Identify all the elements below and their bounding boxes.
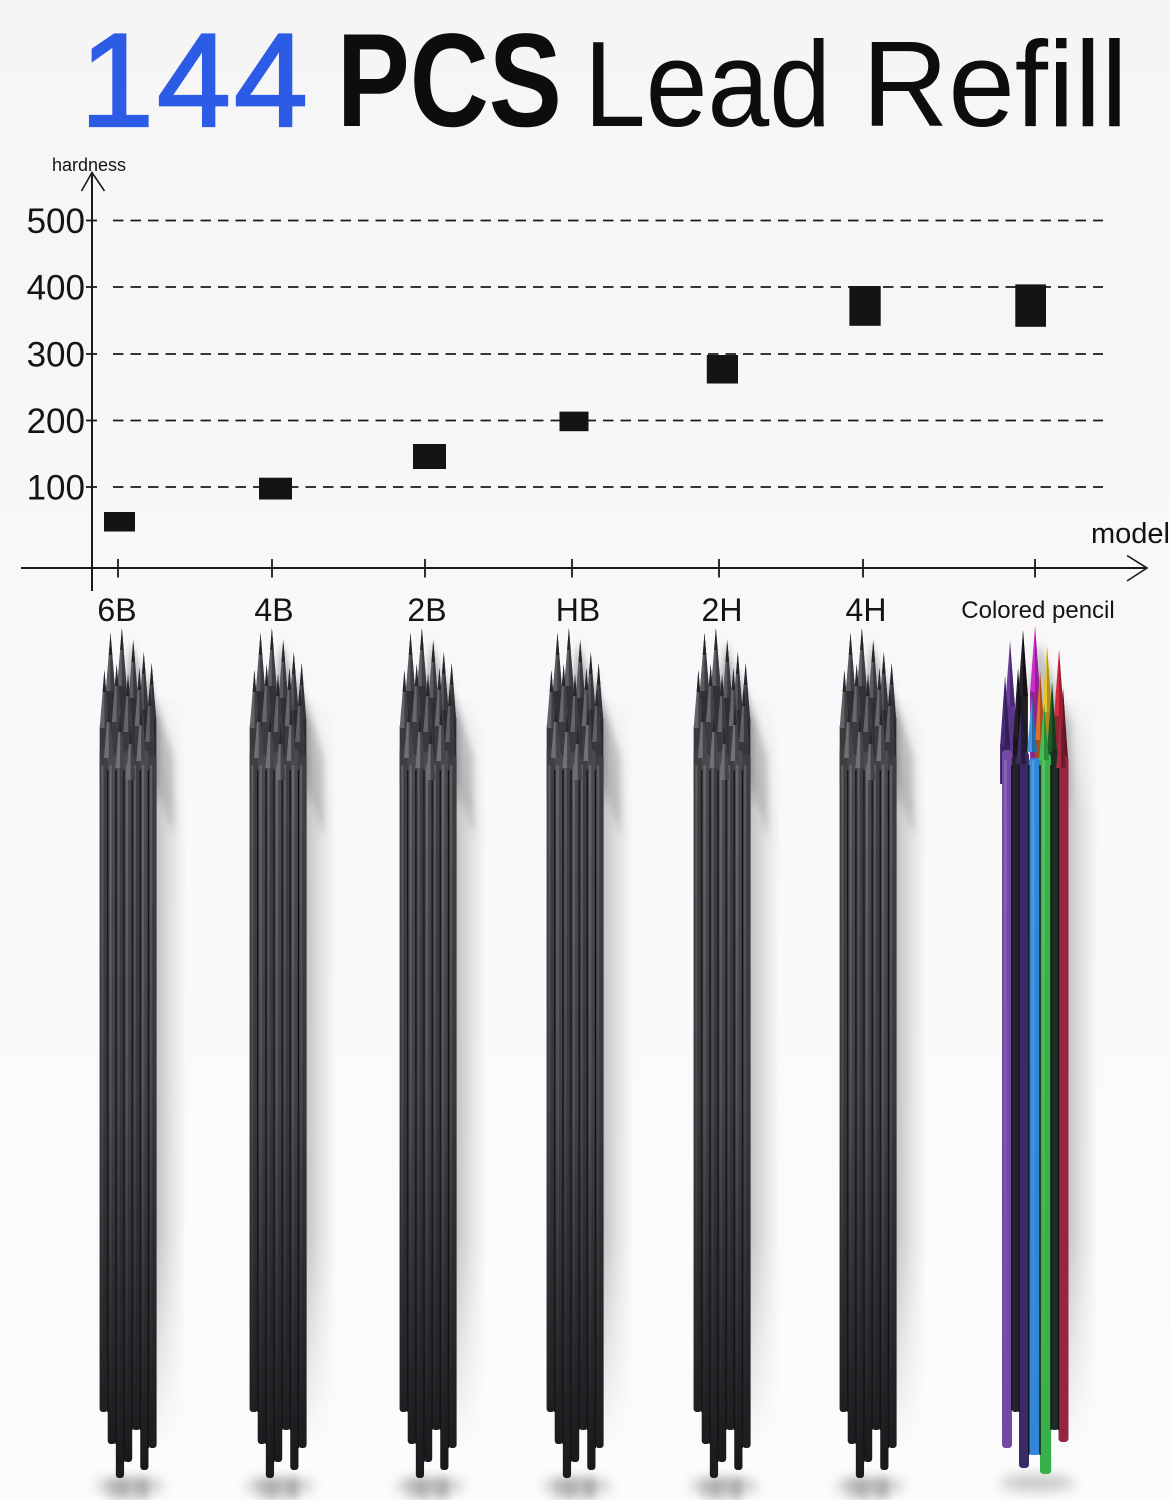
svg-text:200: 200 (27, 402, 85, 441)
svg-text:300: 300 (27, 336, 85, 375)
svg-text:Refill: Refill (862, 16, 1128, 152)
svg-text:Colored pencil: Colored pencil (961, 597, 1114, 624)
svg-text:Lead: Lead (584, 15, 831, 152)
svg-text:model: model (1091, 518, 1170, 550)
svg-text:400: 400 (27, 269, 85, 308)
svg-text:PCS: PCS (337, 6, 562, 155)
svg-text:2H: 2H (702, 592, 743, 628)
svg-text:4H: 4H (846, 592, 887, 628)
svg-text:500: 500 (27, 202, 85, 241)
svg-text:6B: 6B (97, 592, 136, 628)
svg-text:hardness: hardness (52, 155, 126, 175)
svg-text:2B: 2B (407, 592, 446, 628)
svg-text:144: 144 (80, 7, 311, 155)
svg-text:4B: 4B (254, 592, 293, 628)
svg-text:100: 100 (27, 469, 85, 508)
svg-text:HB: HB (556, 592, 600, 628)
